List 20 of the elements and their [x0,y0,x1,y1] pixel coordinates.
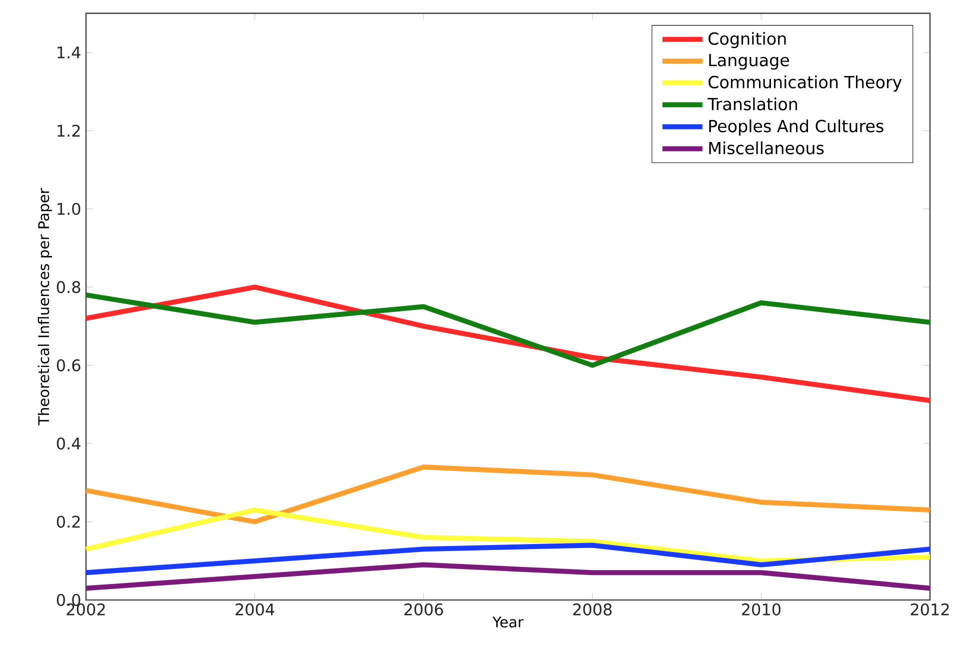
y-tick-label: 0.6 [56,359,80,372]
y-tick-label: 1.0 [58,202,80,215]
legend-label: Communication Theory [708,75,902,92]
x-axis-title: Year [492,616,524,628]
x-tick-label: 2004 [236,603,274,616]
y-tick-label: 1.4 [58,46,80,58]
legend-label: Peoples And Cultures [709,119,884,136]
x-tick-label: 2008 [573,603,612,616]
legend-label: Translation [708,97,798,110]
y-tick-label: 0.2 [56,516,80,528]
x-tick-label: 2006 [404,603,443,616]
x-tick-label: 2010 [742,603,780,616]
y-tick-label: 0.8 [56,281,80,294]
legend-label: Cognition [708,32,786,48]
y-tick-label: 1.2 [58,124,80,137]
legend-label: Language [709,54,789,70]
y-axis-title: Theoretical Influences per Paper [38,188,52,426]
legend-label: Miscellaneous [709,141,824,154]
x-tick-label: 2012 [910,603,949,616]
y-tick-label: 0.4 [56,437,80,450]
